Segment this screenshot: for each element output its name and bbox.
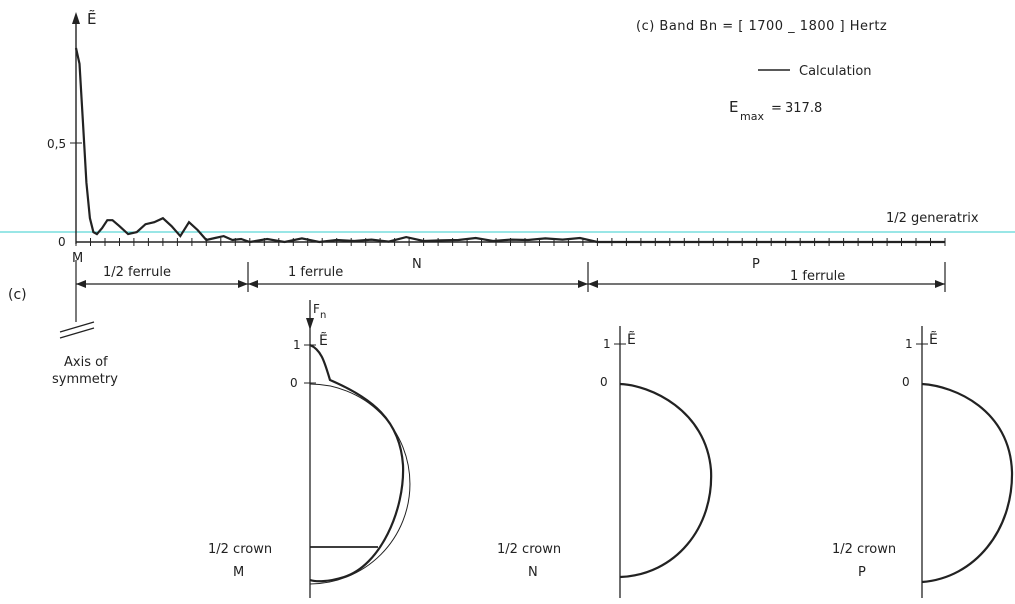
crown-n-one: 1 (603, 337, 611, 351)
segment-bar: (c) 1/2 ferrule 1 ferrule 1 ferrule Axis… (8, 260, 946, 387)
station-label-m: M (72, 251, 83, 266)
crown-p-zero: 0 (902, 375, 910, 389)
crown-p-station: P (858, 565, 866, 580)
main-chart: 0 0,5 Ẽ (c) Band Bn = [ 1700 _ 1800 ] He… (47, 9, 979, 272)
emax-value: 317.8 (785, 101, 822, 116)
crown-m-axis-label: Ẽ (319, 332, 328, 349)
y-tick-label-half: 0,5 (47, 137, 66, 151)
crown-n-zero: 0 (600, 375, 608, 389)
x-axis-label: 1/2 generatrix (886, 211, 979, 226)
station-label-n: N (412, 257, 422, 272)
symmetry-mark-1 (59, 321, 95, 333)
chart-title: (c) Band Bn = [ 1700 _ 1800 ] Hertz (636, 19, 887, 34)
legend-label-calculation: Calculation (799, 64, 872, 79)
y-axis-label: Ẽ (87, 9, 96, 28)
segment-label-2: 1 ferrule (288, 265, 343, 280)
axis-note-line2: symmetry (52, 372, 118, 387)
crown-p-curve (921, 382, 1014, 584)
crown-n: Ẽ 1 0 1/2 crown N (497, 326, 713, 598)
y-tick-label-0: 0 (58, 235, 66, 249)
crown-m: F n Ẽ 1 0 1/2 crown M (208, 300, 411, 598)
crown-m-curve (309, 343, 405, 583)
crown-m-reference-circle (309, 383, 411, 585)
crown-n-label: 1/2 crown (497, 542, 561, 557)
arrow-2-right (578, 280, 588, 288)
crown-p-one: 1 (905, 337, 913, 351)
emax-annotation: E max = 317.8 (729, 98, 822, 123)
emax-subscript: max (740, 110, 764, 123)
arrow-3-left (588, 280, 598, 288)
crown-n-axis-label: Ẽ (627, 331, 636, 348)
emax-symbol: E (729, 98, 738, 116)
arrow-3-right (935, 280, 945, 288)
axis-note-line1: Axis of (64, 355, 108, 370)
crown-m-load-arrow (306, 318, 314, 330)
crown-m-load-label: F (313, 302, 320, 316)
crown-m-zero: 0 (290, 376, 298, 390)
crown-n-curve (619, 382, 713, 579)
segment-label-3: 1 ferrule (790, 269, 845, 284)
y-axis-arrow (72, 12, 80, 24)
crown-n-station: N (528, 565, 538, 580)
panel-label: (c) (8, 287, 27, 303)
crown-m-load-sub: n (320, 310, 326, 321)
crown-m-station: M (233, 565, 244, 580)
crown-p: Ẽ 1 0 1/2 crown P (832, 326, 1014, 598)
arrow-1-left (76, 280, 86, 288)
crown-m-one: 1 (293, 338, 301, 352)
crown-m-label: 1/2 crown (208, 542, 272, 557)
symmetry-mark-2 (59, 327, 95, 339)
station-label-p: P (752, 257, 760, 272)
series-line-calculation (74, 47, 945, 244)
x-axis-ticks (75, 238, 946, 246)
crown-p-label: 1/2 crown (832, 542, 896, 557)
arrow-1-right (238, 280, 248, 288)
segment-label-1: 1/2 ferrule (103, 265, 171, 280)
emax-equals: = (771, 101, 782, 116)
crown-p-axis-label: Ẽ (929, 331, 938, 348)
arrow-2-left (248, 280, 258, 288)
